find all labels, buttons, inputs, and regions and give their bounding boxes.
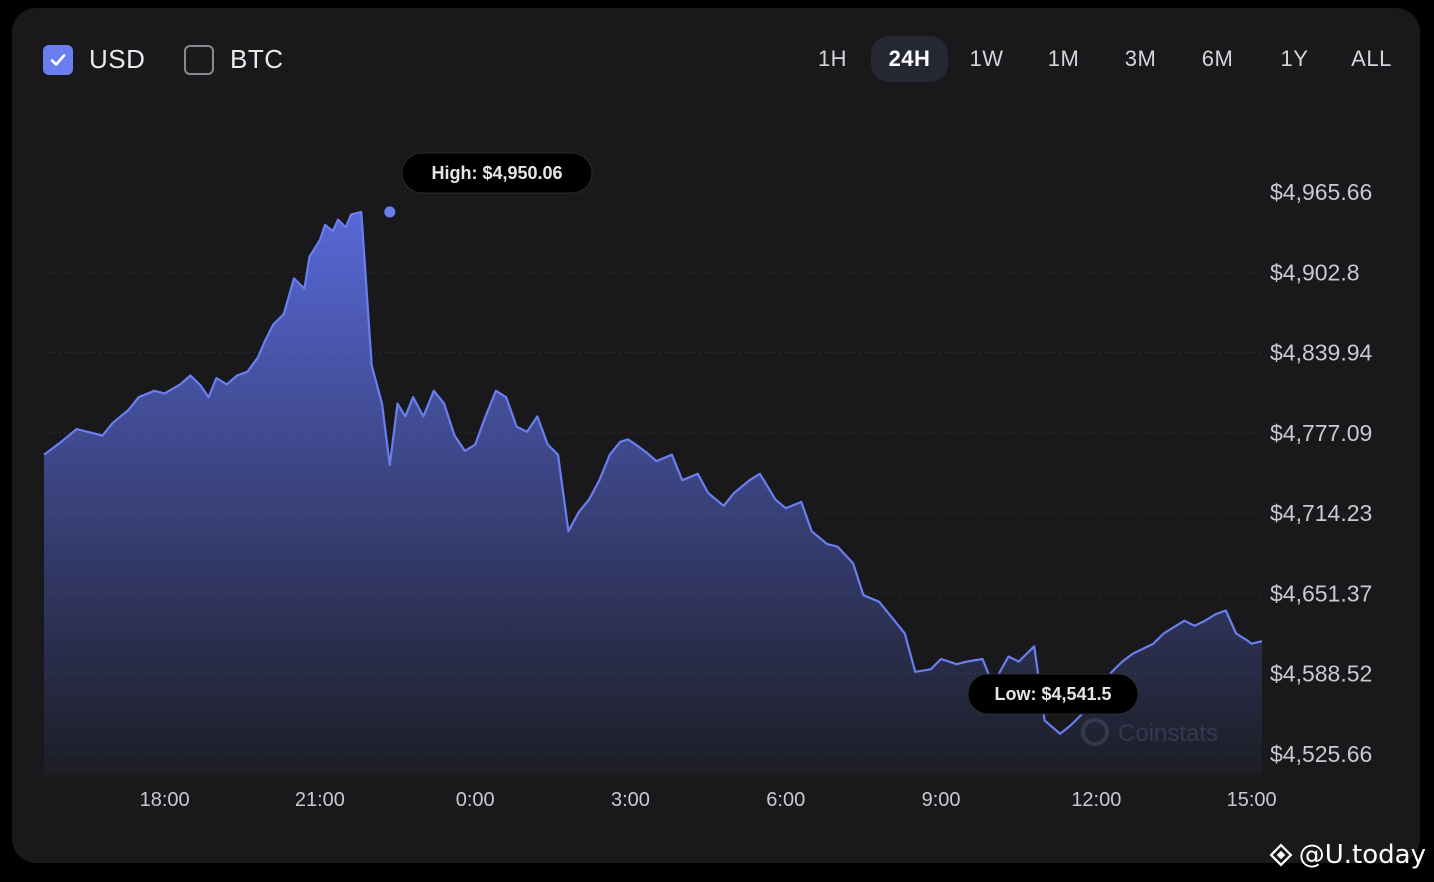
y-tick-label: $4,651.37 [1270,580,1372,606]
usd-label: USD [89,44,146,74]
y-tick-label: $4,777.09 [1270,420,1372,446]
x-tick-label: 12:00 [1071,789,1121,811]
range-1y-button[interactable]: 1Y [1280,46,1309,71]
range-6m-button[interactable]: 6M [1201,46,1234,71]
range-selector: 1H 24H 1W 1M 3M 6M 1Y ALL [794,36,1410,82]
low-label: Low: $4,541.5 [994,684,1111,704]
range-24h-button[interactable]: 24H [871,36,948,82]
check-icon [50,53,66,66]
x-tick-label: 6:00 [766,789,805,811]
y-tick-label: $4,714.23 [1270,500,1372,526]
range-1h-button[interactable]: 1H [817,46,848,71]
range-1m-button[interactable]: 1M [1047,46,1080,71]
btc-label: BTC [230,44,284,74]
y-tick-label: $4,525.66 [1270,741,1372,767]
high-dot [384,206,396,218]
x-tick-label: 0:00 [456,789,495,811]
watermark: @U.today [1267,840,1426,870]
low-tooltip [967,673,1139,715]
x-tick-label: 21:00 [295,789,345,811]
watermark-text: @U.today [1298,840,1426,870]
range-all-button[interactable]: ALL [1351,46,1392,71]
price-area [44,211,1262,775]
btc-checkbox[interactable] [184,44,214,75]
usd-toggle[interactable]: USD [43,44,145,75]
x-tick-label: 18:00 [140,789,190,811]
high-label: High: $4,950.06 [431,163,562,183]
price-line [43,210,1263,735]
y-tick-label: $4,839.94 [1270,340,1373,366]
high-tooltip [401,152,593,194]
x-tick-label: 9:00 [922,789,961,811]
diamond-logo-icon [1269,843,1293,867]
x-tick-label: 3:00 [611,789,650,811]
btc-toggle[interactable]: BTC [184,44,284,75]
y-tick-label: $4,588.52 [1270,661,1372,687]
y-tick-label: $4,902.8 [1270,259,1360,285]
range-1w-button[interactable]: 1W [969,46,1004,71]
usd-checkbox[interactable] [43,44,73,75]
x-tick-label: 15:00 [1227,789,1277,811]
range-3m-button[interactable]: 3M [1124,46,1157,71]
y-tick-label: $4,965.66 [1270,179,1372,205]
